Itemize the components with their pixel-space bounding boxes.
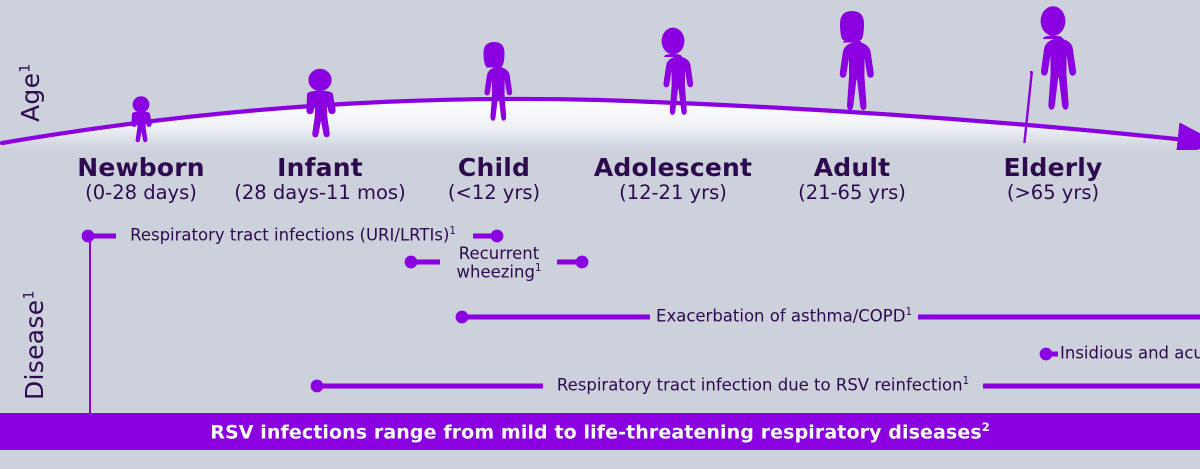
under-curve-gradient — [0, 98, 1200, 150]
child-figure-icon — [483, 42, 513, 121]
stage-label-adolescent: Adolescent (12-21 yrs) — [573, 153, 773, 204]
disease-range-bars — [81, 229, 1200, 415]
range-start-dot — [1039, 347, 1053, 361]
stage-label-elderly: Elderly (>65 yrs) — [963, 153, 1143, 204]
age-curve-and-gradient — [0, 96, 1200, 150]
elderly-figure-icon — [1023, 6, 1077, 143]
stage-label-child: Child (<12 yrs) — [404, 153, 584, 204]
summary-banner-text: RSV infections range from mild to life-t… — [210, 419, 990, 444]
disease-axis-label: Disease1 — [20, 290, 49, 400]
disease-row-label-rsv-reinfection: Respiratory tract infection due to RSV r… — [556, 375, 970, 395]
range-start-dot — [310, 379, 324, 393]
stage-label-infant: Infant (28 days-11 mos) — [205, 153, 435, 204]
disease-row-label-insidious-acute-respiratory-illness: Insidious and acute respiratory illness1… — [1060, 343, 1200, 363]
age-curve-line — [0, 96, 1200, 150]
disease-row-label-respiratory-tract-infections: Respiratory tract infections (URI/LRTIs)… — [130, 225, 456, 245]
adult-figure-icon — [839, 11, 874, 111]
stage-name: Infant — [277, 153, 363, 182]
range-end-dot — [575, 255, 589, 269]
stage-range: (>65 yrs) — [1006, 180, 1100, 204]
range-start-dot — [404, 255, 418, 269]
disease-bar-recurrent-wheezing — [404, 255, 589, 269]
summary-banner: RSV infections range from mild to life-t… — [0, 413, 1200, 450]
stage-label-adult: Adult (21-65 yrs) — [762, 153, 942, 204]
infant-figure-icon — [306, 68, 336, 138]
range-end-dot — [490, 229, 504, 243]
newborn-figure-icon — [131, 96, 152, 143]
stage-range: (<12 yrs) — [447, 180, 541, 204]
disease-bar-insidious-acute-respiratory-illness — [1039, 347, 1058, 361]
disease-band: Respiratory tract infections (URI/LRTIs)… — [0, 215, 1200, 415]
disease-bar-exacerbation-asthma-copd — [455, 310, 1200, 324]
stage-range: (28 days-11 mos) — [234, 180, 406, 204]
adolescent-figure-icon — [661, 27, 694, 115]
stage-name: Child — [457, 153, 531, 182]
age-axis-label: Age1 — [16, 63, 45, 122]
stage-name: Adult — [813, 153, 891, 182]
disease-row-label-exacerbation-asthma-copd: Exacerbation of asthma/COPD1 — [656, 306, 912, 326]
cane-shaft-icon — [1023, 72, 1033, 143]
stage-label-newborn: Newborn (0-28 days) — [41, 153, 241, 204]
stage-name: Elderly — [1003, 153, 1103, 182]
age-band: Age1 — [0, 0, 1200, 150]
disease-bar-rsv-reinfection — [310, 379, 1200, 393]
range-start-dot — [455, 310, 469, 324]
stage-range: (21-65 yrs) — [798, 180, 906, 204]
range-start-dot — [81, 229, 95, 243]
stage-range: (12-21 yrs) — [619, 180, 727, 204]
stage-name: Adolescent — [593, 153, 753, 182]
human-figure-silhouettes — [131, 6, 1077, 143]
stage-range: (0-28 days) — [85, 180, 197, 204]
disease-bar-respiratory-tract-infections — [81, 229, 504, 243]
disease-row-label-recurrent-wheezing: Recurrent wheezing1 — [456, 244, 542, 282]
stage-name: Newborn — [77, 153, 205, 182]
